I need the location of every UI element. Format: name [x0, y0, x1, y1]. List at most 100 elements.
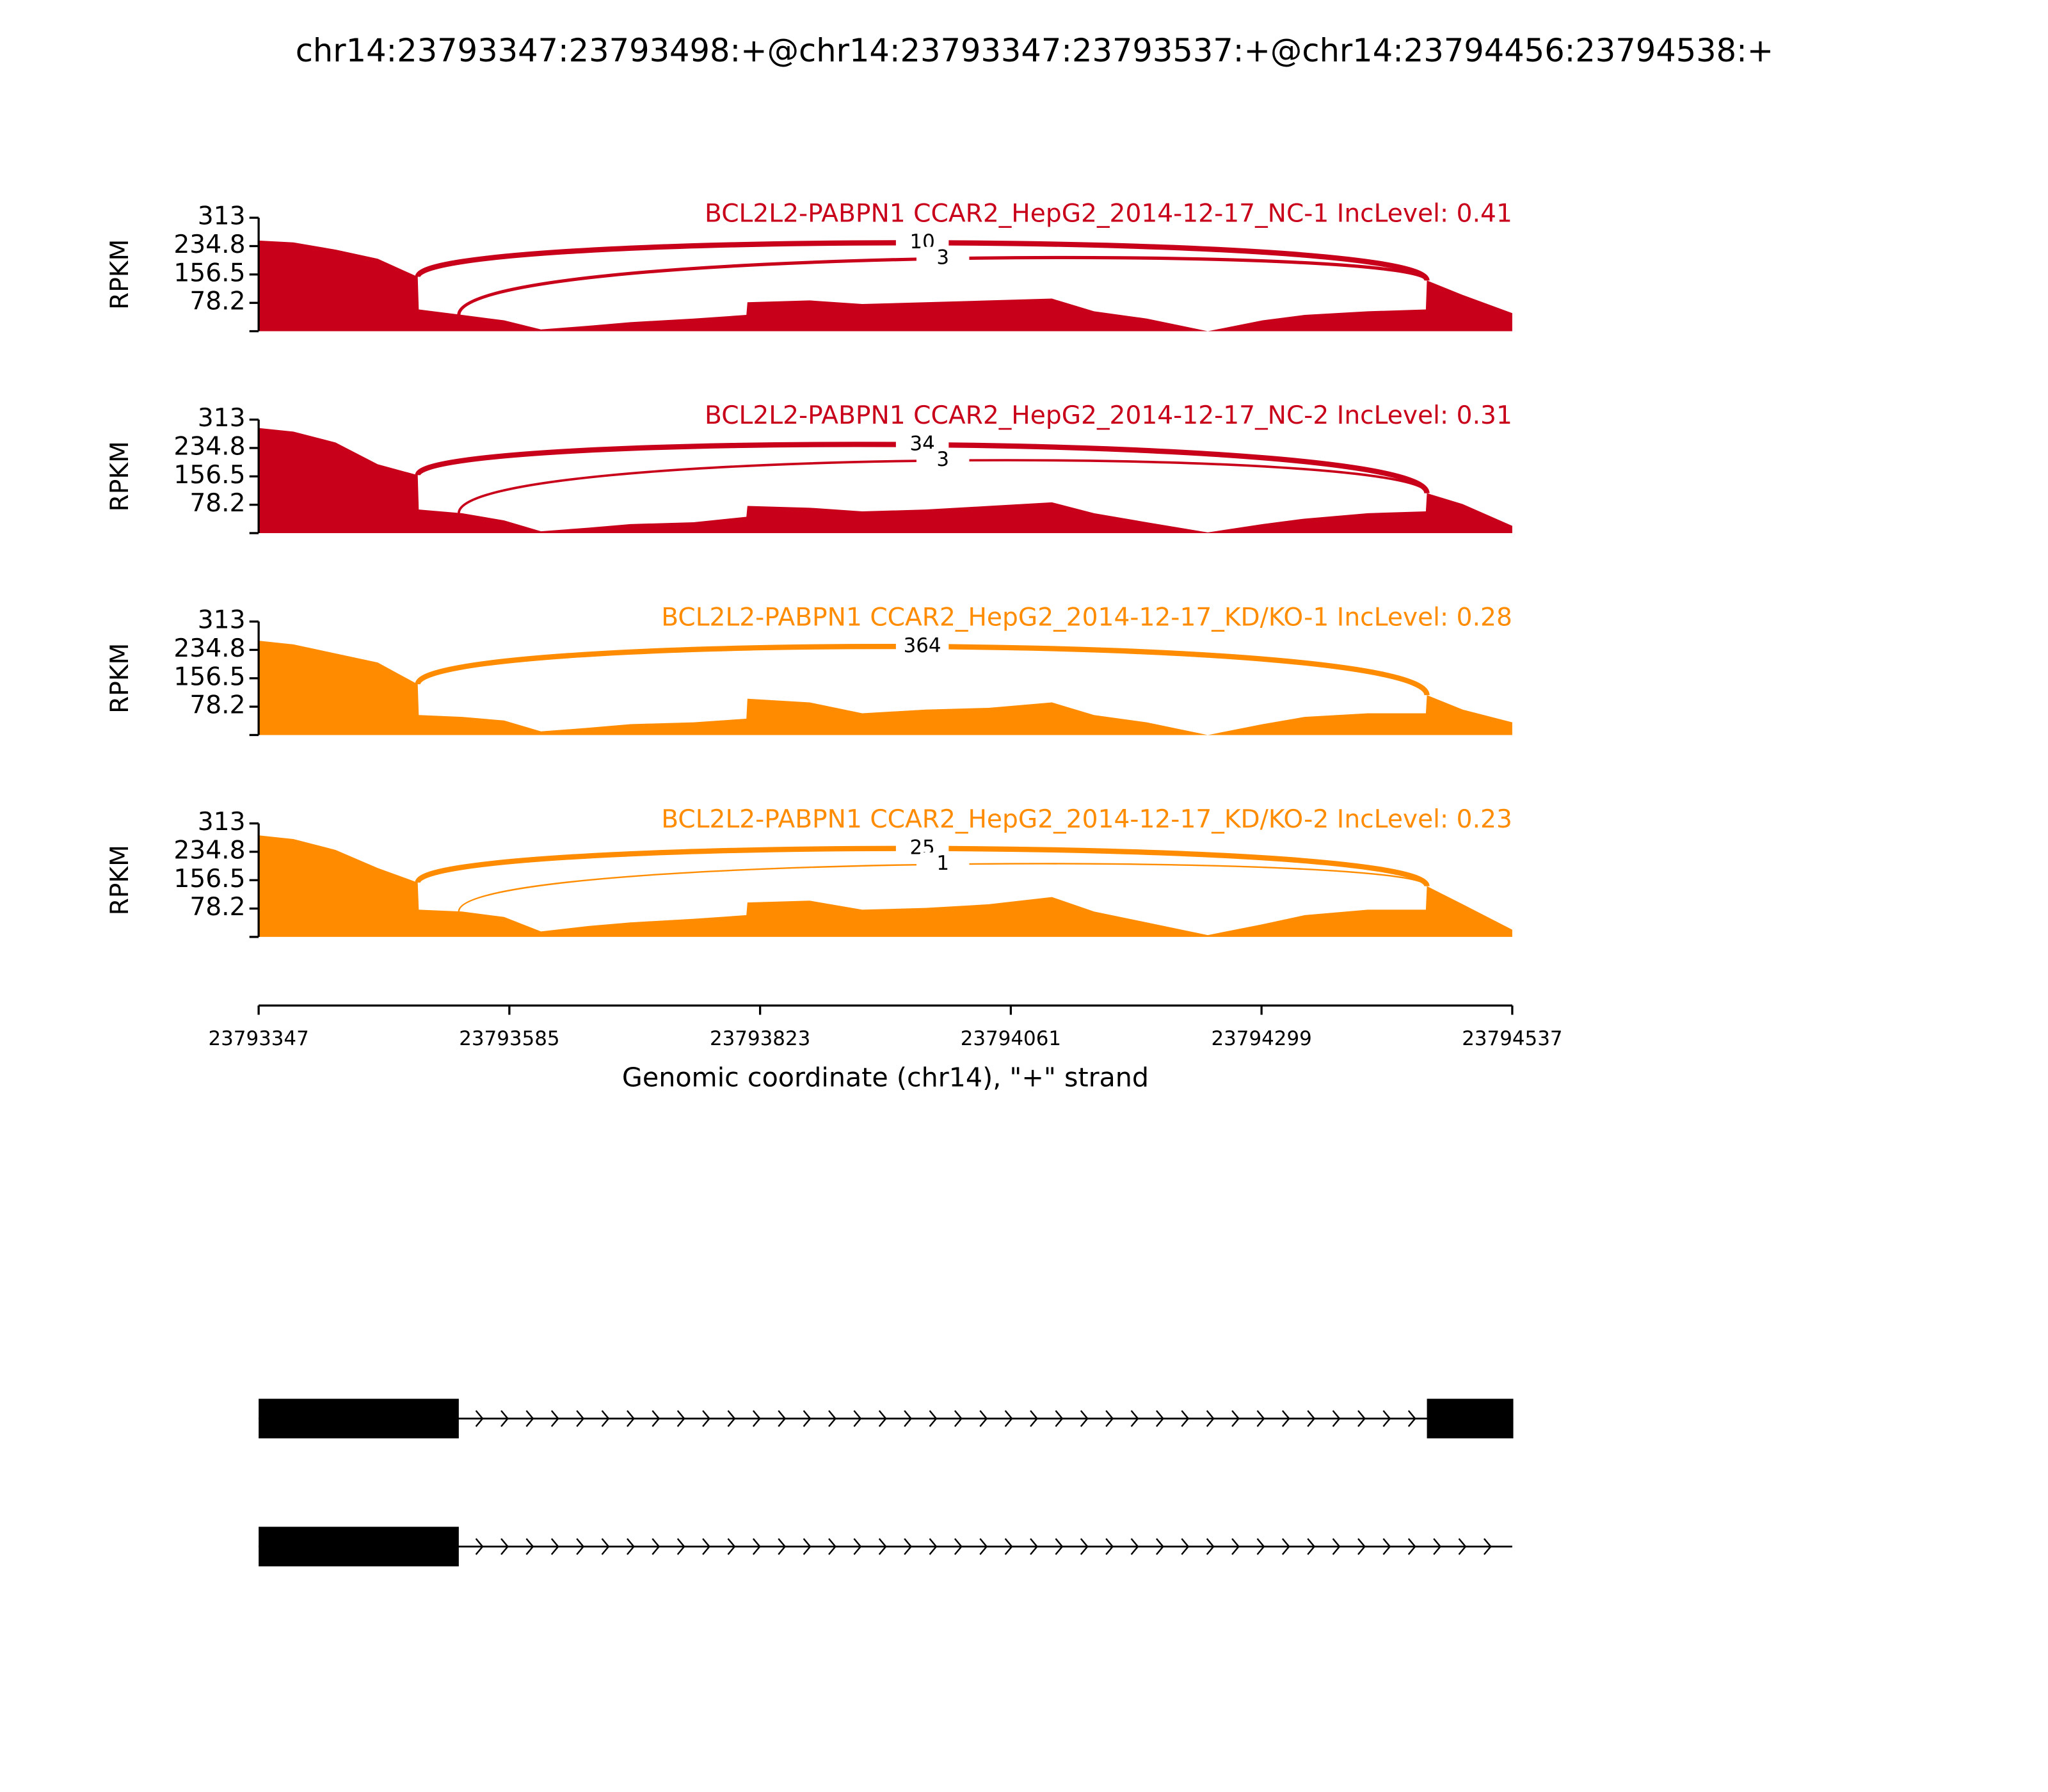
strand-arrow: [1281, 1538, 1290, 1555]
strand-arrow: [550, 1538, 559, 1555]
strand-arrow: [525, 1538, 534, 1555]
strand-arrow: [1307, 1538, 1316, 1555]
strand-arrow: [1004, 1410, 1013, 1427]
x-tick-label: 23793823: [710, 1027, 810, 1050]
y-tick-label: 78.2: [189, 691, 245, 720]
strand-arrow: [1181, 1538, 1190, 1555]
strand-arrow: [550, 1410, 559, 1427]
strand-arrow: [752, 1538, 761, 1555]
strand-arrow: [576, 1538, 585, 1555]
x-tick-label: 23793585: [459, 1027, 559, 1050]
x-tick-label: 23793347: [208, 1027, 308, 1050]
exon: [1427, 1398, 1514, 1439]
y-axis-label: RPKM: [106, 643, 134, 714]
strand-arrow: [1055, 1410, 1064, 1427]
strand-arrow: [627, 1410, 635, 1427]
y-tick-label: 156.5: [173, 662, 245, 691]
strand-arrow: [525, 1410, 534, 1427]
strand-arrow: [727, 1538, 736, 1555]
strand-arrow: [702, 1410, 711, 1427]
strand-arrow: [904, 1410, 913, 1427]
strand-arrow: [1281, 1410, 1290, 1427]
strand-arrow: [1256, 1538, 1265, 1555]
strand-arrow: [1307, 1410, 1316, 1427]
coverage-area: [259, 641, 1512, 735]
figure-title: chr14:23793347:23793498:+@chr14:23793347…: [296, 32, 1774, 69]
strand-arrow: [979, 1538, 988, 1555]
strand-arrow: [929, 1538, 938, 1555]
exon: [259, 1526, 459, 1567]
strand-arrow: [904, 1538, 913, 1555]
panel-title: BCL2L2-PABPN1 CCAR2_HepG2_2014-12-17_KD/…: [661, 805, 1512, 834]
y-axis-label: RPKM: [106, 239, 134, 310]
strand-arrow: [475, 1410, 484, 1427]
strand-arrow: [1130, 1410, 1139, 1427]
x-tick-label: 23794061: [961, 1027, 1061, 1050]
y-tick-label: 78.2: [189, 893, 245, 922]
strand-arrow: [1105, 1410, 1114, 1427]
strand-arrow: [676, 1410, 685, 1427]
y-axis-label: RPKM: [106, 845, 134, 915]
y-tick-label: 313: [198, 202, 246, 231]
panel-title: BCL2L2-PABPN1 CCAR2_HepG2_2014-12-17_NC-…: [705, 401, 1512, 430]
y-tick-label: 156.5: [173, 461, 245, 490]
strand-arrow: [1130, 1538, 1139, 1555]
strand-arrow: [1055, 1538, 1064, 1555]
panel-title: BCL2L2-PABPN1 CCAR2_HepG2_2014-12-17_KD/…: [661, 604, 1512, 632]
strand-arrow: [1357, 1538, 1366, 1555]
strand-arrow: [652, 1538, 660, 1555]
junction-label-bg: [916, 246, 970, 271]
coverage-area: [259, 835, 1512, 937]
strand-arrow: [1231, 1410, 1240, 1427]
junction-label-bg: [916, 852, 970, 877]
strand-arrow: [576, 1410, 585, 1427]
strand-arrow: [702, 1538, 711, 1555]
strand-arrow: [878, 1538, 887, 1555]
strand-arrow: [1407, 1538, 1416, 1555]
strand-arrow: [1206, 1410, 1215, 1427]
strand-arrow: [1357, 1410, 1366, 1427]
strand-arrow: [853, 1538, 862, 1555]
strand-arrow: [475, 1538, 484, 1555]
x-tick-label: 23794299: [1211, 1027, 1311, 1050]
strand-arrow: [828, 1538, 836, 1555]
strand-arrow: [1030, 1538, 1038, 1555]
strand-arrow: [1156, 1410, 1164, 1427]
strand-arrow: [627, 1538, 635, 1555]
strand-arrow: [1156, 1538, 1164, 1555]
strand-arrow: [601, 1410, 610, 1427]
junction-label-bg: [916, 449, 970, 473]
strand-arrow: [954, 1410, 963, 1427]
y-tick-label: 234.8: [173, 432, 245, 461]
strand-arrow: [1433, 1538, 1442, 1555]
strand-arrow: [1458, 1538, 1467, 1555]
strand-arrow: [803, 1538, 812, 1555]
strand-arrow: [1231, 1538, 1240, 1555]
y-tick-label: 234.8: [173, 836, 245, 865]
strand-arrow: [929, 1410, 938, 1427]
strand-arrow: [500, 1538, 509, 1555]
y-tick-label: 234.8: [173, 230, 245, 259]
strand-arrow: [828, 1410, 836, 1427]
strand-arrow: [1332, 1538, 1341, 1555]
strand-arrow: [954, 1538, 963, 1555]
strand-arrow: [652, 1410, 660, 1427]
junction-label: 3: [936, 246, 949, 269]
y-tick-label: 313: [198, 808, 246, 836]
strand-arrow: [676, 1538, 685, 1555]
strand-arrow: [601, 1538, 610, 1555]
panel-title: BCL2L2-PABPN1 CCAR2_HepG2_2014-12-17_NC-…: [705, 200, 1512, 228]
y-tick-label: 313: [198, 404, 246, 433]
strand-arrow: [1105, 1538, 1114, 1555]
strand-arrow: [1256, 1410, 1265, 1427]
strand-arrow: [803, 1410, 812, 1427]
strand-arrow: [853, 1410, 862, 1427]
strand-arrow: [727, 1410, 736, 1427]
y-tick-label: 156.5: [173, 865, 245, 893]
y-tick-label: 78.2: [189, 287, 245, 316]
x-tick-label: 23794537: [1462, 1027, 1562, 1050]
strand-arrow: [1206, 1538, 1215, 1555]
coverage-area: [259, 240, 1512, 332]
strand-arrow: [1407, 1410, 1416, 1427]
